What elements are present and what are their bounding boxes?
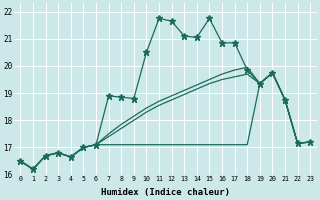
X-axis label: Humidex (Indice chaleur): Humidex (Indice chaleur) (101, 188, 230, 197)
